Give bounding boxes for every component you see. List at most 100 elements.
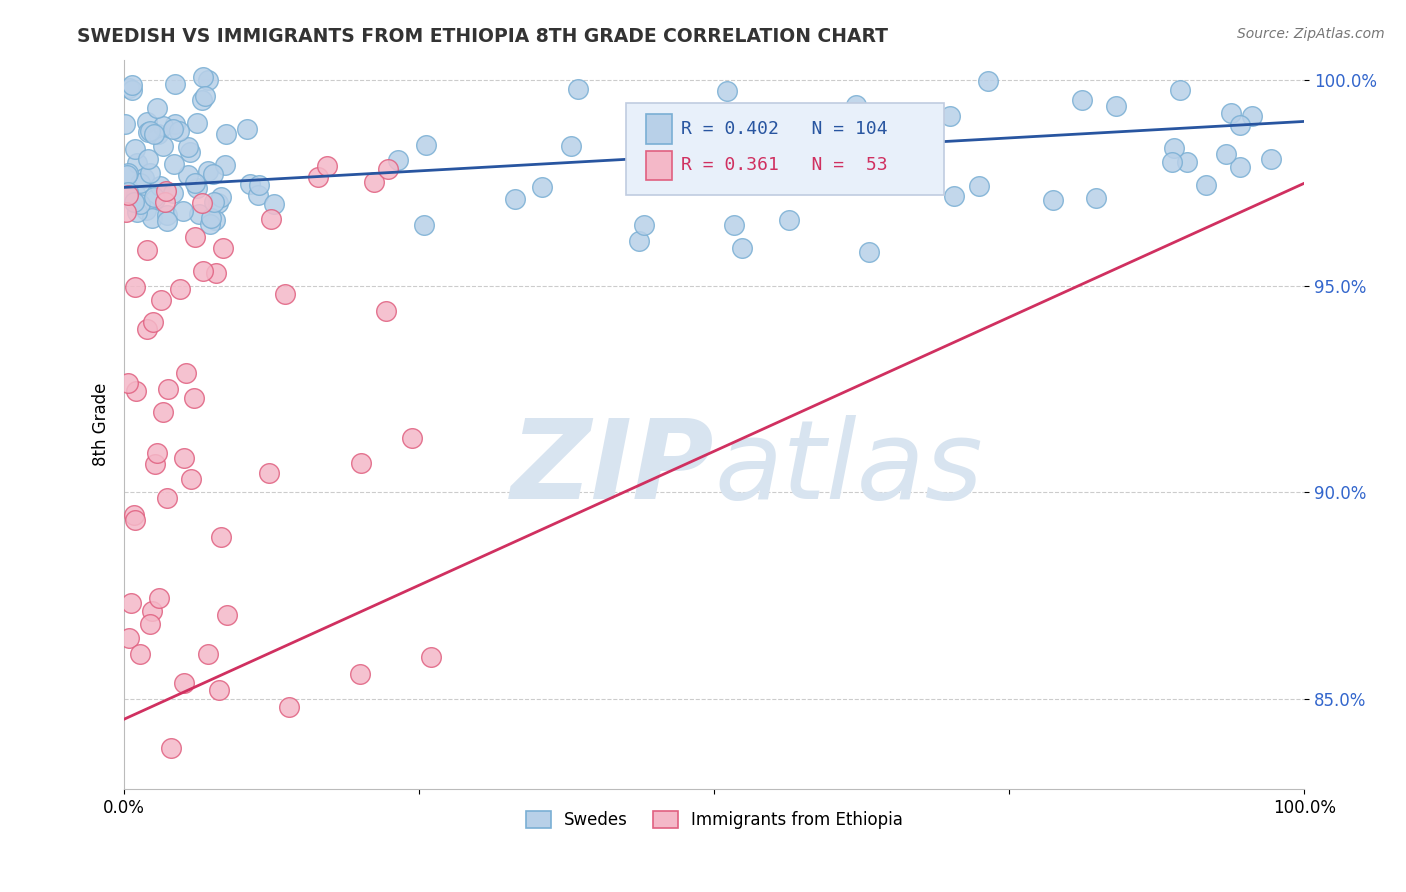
Point — [778, 213, 800, 227]
Point — [1042, 193, 1064, 207]
Point — [146, 446, 169, 460]
Point — [160, 741, 183, 756]
Point — [1104, 99, 1126, 113]
Text: R = 0.361   N =  53: R = 0.361 N = 53 — [681, 156, 887, 175]
Point — [211, 241, 233, 255]
Point — [172, 203, 194, 218]
Point — [197, 72, 219, 87]
Text: ZIP: ZIP — [510, 415, 714, 522]
Point — [845, 98, 868, 112]
Point — [125, 187, 148, 202]
Point — [152, 139, 174, 153]
Point — [156, 491, 179, 506]
Point — [1175, 155, 1198, 169]
Point — [163, 117, 186, 131]
Point — [716, 85, 738, 99]
Point — [567, 82, 589, 96]
Point — [247, 188, 270, 202]
Point — [139, 166, 162, 180]
Point — [531, 180, 554, 194]
Point — [1163, 141, 1185, 155]
Point — [114, 116, 136, 130]
Point — [174, 366, 197, 380]
Point — [207, 683, 229, 698]
Point — [236, 122, 259, 136]
Point — [193, 264, 215, 278]
Point — [162, 186, 184, 200]
Point — [122, 508, 145, 522]
Text: Source: ZipAtlas.com: Source: ZipAtlas.com — [1237, 27, 1385, 41]
Point — [259, 466, 281, 480]
Point — [633, 218, 655, 232]
Point — [191, 70, 214, 85]
Point — [648, 134, 671, 148]
Point — [124, 384, 146, 399]
FancyBboxPatch shape — [645, 151, 672, 180]
Point — [1229, 160, 1251, 174]
Point — [120, 596, 142, 610]
Point — [136, 152, 159, 166]
Point — [217, 608, 239, 623]
Point — [723, 218, 745, 232]
Point — [200, 211, 222, 226]
Point — [186, 116, 208, 130]
Point — [239, 177, 262, 191]
Point — [117, 188, 139, 202]
Point — [167, 123, 190, 137]
Point — [263, 197, 285, 211]
Point — [278, 699, 301, 714]
Point — [141, 211, 163, 226]
Point — [148, 127, 170, 141]
Point — [155, 184, 177, 198]
Text: atlas: atlas — [714, 415, 983, 522]
Text: R = 0.402   N = 104: R = 0.402 N = 104 — [681, 120, 887, 138]
Point — [197, 647, 219, 661]
Point — [872, 160, 894, 174]
Point — [209, 531, 232, 545]
Point — [118, 631, 141, 645]
Point — [118, 80, 141, 95]
Point — [413, 218, 436, 232]
Point — [1241, 109, 1264, 123]
Point — [186, 181, 208, 195]
Legend: Swedes, Immigrants from Ethiopia: Swedes, Immigrants from Ethiopia — [519, 804, 910, 836]
Point — [115, 205, 138, 219]
Point — [377, 161, 399, 176]
Point — [117, 376, 139, 390]
Point — [349, 666, 371, 681]
Point — [202, 168, 225, 182]
Point — [136, 125, 159, 139]
Point — [180, 472, 202, 486]
Point — [124, 142, 146, 156]
Point — [977, 74, 1000, 88]
Point — [1215, 146, 1237, 161]
Point — [129, 647, 152, 661]
Point — [173, 676, 195, 690]
Point — [721, 166, 744, 180]
Point — [150, 293, 173, 308]
FancyBboxPatch shape — [645, 114, 672, 144]
Point — [747, 169, 769, 183]
Point — [115, 168, 138, 182]
Point — [191, 93, 214, 107]
Point — [1070, 93, 1092, 107]
Point — [125, 156, 148, 170]
Y-axis label: 8th Grade: 8th Grade — [93, 383, 110, 467]
Point — [143, 458, 166, 472]
Point — [129, 197, 152, 211]
FancyBboxPatch shape — [626, 103, 945, 194]
Point — [939, 109, 962, 123]
Point — [136, 322, 159, 336]
Point — [316, 159, 339, 173]
Point — [260, 211, 283, 226]
Point — [247, 178, 270, 192]
Point — [129, 176, 152, 190]
Point — [156, 214, 179, 228]
Point — [177, 140, 200, 154]
Point — [138, 616, 160, 631]
Point — [1229, 118, 1251, 132]
Point — [121, 78, 143, 92]
Point — [204, 213, 226, 227]
Point — [117, 166, 139, 180]
Point — [152, 120, 174, 134]
